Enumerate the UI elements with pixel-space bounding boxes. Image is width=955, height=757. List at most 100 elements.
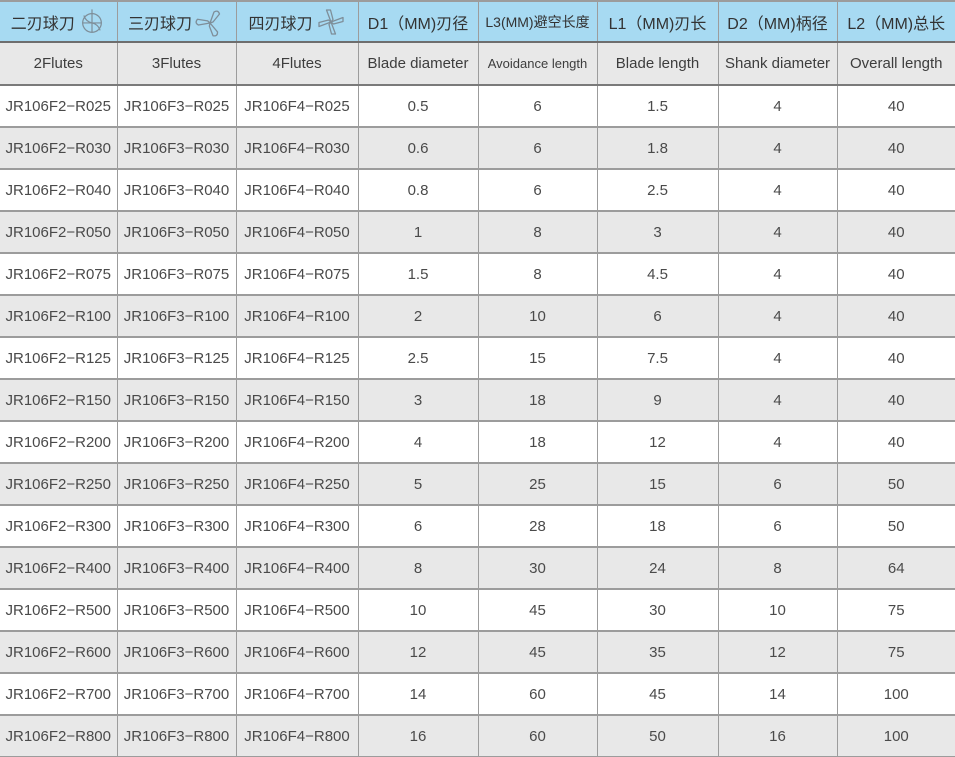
model-number-cell: JR106F4−R700 <box>235 672 359 716</box>
spec-value-cell: 25 <box>477 462 598 506</box>
spec-value-cell: 1.5 <box>596 84 719 128</box>
spec-value-cell: 0.5 <box>357 84 479 128</box>
spec-value-cell: 12 <box>357 630 479 674</box>
spec-value-cell: 2.5 <box>357 336 479 380</box>
spec-value-cell: 1.5 <box>357 252 479 296</box>
table-row: JR106F2−R600 JR106F3−R600 JR106F4−R600 12 45… <box>0 630 955 674</box>
col-header-2flutes-zh: 二刃球刀 <box>0 0 118 43</box>
spec-value-cell: 15 <box>477 336 598 380</box>
spec-value-cell: 40 <box>836 210 955 254</box>
model-number-cell: JR106F3−R125 <box>116 336 237 380</box>
spec-value-cell: 6 <box>596 294 719 338</box>
model-number-cell: JR106F4−R100 <box>235 294 359 338</box>
model-number-cell: JR106F2−R100 <box>0 294 118 338</box>
spec-value-cell: 8 <box>477 210 598 254</box>
model-number-cell: JR106F3−R500 <box>116 588 237 632</box>
model-number-cell: JR106F2−R125 <box>0 336 118 380</box>
model-number-cell: JR106F4−R250 <box>235 462 359 506</box>
col-header-avoidance-length-en: Avoidance length <box>477 41 598 86</box>
model-number-cell: JR106F4−R050 <box>235 210 359 254</box>
header-row-en: 2Flutes 3Flutes 4Flutes Blade diameter A… <box>0 41 955 86</box>
model-number-cell: JR106F2−R200 <box>0 420 118 464</box>
model-number-cell: JR106F3−R050 <box>116 210 237 254</box>
spec-value-cell: 100 <box>836 672 955 716</box>
three-flute-icon <box>195 9 221 37</box>
col-header-l1-zh: L1（MM)刃长 <box>596 0 719 43</box>
table-row: JR106F2−R250 JR106F3−R250 JR106F4−R250 5 25 1… <box>0 462 955 506</box>
spec-value-cell: 14 <box>357 672 479 716</box>
spec-value-cell: 18 <box>477 378 598 422</box>
spec-value-cell: 4.5 <box>596 252 719 296</box>
table-row: JR106F2−R030 JR106F3−R030 JR106F4−R030 0.6 6… <box>0 126 955 170</box>
spec-value-cell: 10 <box>717 588 838 632</box>
model-number-cell: JR106F4−R800 <box>235 714 359 757</box>
spec-value-cell: 8 <box>357 546 479 590</box>
spec-value-cell: 18 <box>596 504 719 548</box>
model-number-cell: JR106F4−R400 <box>235 546 359 590</box>
model-number-cell: JR106F3−R030 <box>116 126 237 170</box>
model-number-cell: JR106F3−R400 <box>116 546 237 590</box>
col-header-label: 三刃球刀 <box>127 15 192 33</box>
model-number-cell: JR106F4−R125 <box>235 336 359 380</box>
model-number-cell: JR106F4−R040 <box>235 168 359 212</box>
spec-value-cell: 4 <box>717 336 838 380</box>
spec-value-cell: 3 <box>596 210 719 254</box>
model-number-cell: JR106F4−R150 <box>235 378 359 422</box>
col-header-l3-zh: L3(MM)避空长度 <box>477 0 598 43</box>
model-number-cell: JR106F2−R700 <box>0 672 118 716</box>
model-number-cell: JR106F4−R075 <box>235 252 359 296</box>
spec-value-cell: 64 <box>836 546 955 590</box>
table-row: JR106F2−R040 JR106F3−R040 JR106F4−R040 0.8 6… <box>0 168 955 212</box>
model-number-cell: JR106F3−R800 <box>116 714 237 757</box>
spec-value-cell: 0.8 <box>357 168 479 212</box>
spec-value-cell: 4 <box>357 420 479 464</box>
spec-value-cell: 1.8 <box>596 126 719 170</box>
model-number-cell: JR106F2−R050 <box>0 210 118 254</box>
model-number-cell: JR106F3−R200 <box>116 420 237 464</box>
model-number-cell: JR106F4−R200 <box>235 420 359 464</box>
spec-value-cell: 8 <box>477 252 598 296</box>
spec-value-cell: 28 <box>477 504 598 548</box>
spec-value-cell: 2.5 <box>596 168 719 212</box>
spec-value-cell: 10 <box>477 294 598 338</box>
spec-value-cell: 75 <box>836 588 955 632</box>
model-number-cell: JR106F2−R040 <box>0 168 118 212</box>
spec-value-cell: 40 <box>836 252 955 296</box>
model-number-cell: JR106F4−R030 <box>235 126 359 170</box>
col-header-3flutes-zh: 三刃球刀 <box>116 0 237 43</box>
table-row: JR106F2−R200 JR106F3−R200 JR106F4−R200 4 18 1… <box>0 420 955 464</box>
spec-value-cell: 4 <box>717 168 838 212</box>
spec-value-cell: 6 <box>477 168 598 212</box>
spec-value-cell: 45 <box>477 588 598 632</box>
spec-value-cell: 4 <box>717 210 838 254</box>
spec-value-cell: 40 <box>836 378 955 422</box>
model-number-cell: JR106F3−R600 <box>116 630 237 674</box>
table-row: JR106F2−R150 JR106F3−R150 JR106F4−R150 3 18 9… <box>0 378 955 422</box>
model-number-cell: JR106F2−R030 <box>0 126 118 170</box>
spec-value-cell: 40 <box>836 126 955 170</box>
model-number-cell: JR106F2−R800 <box>0 714 118 757</box>
spec-value-cell: 50 <box>836 504 955 548</box>
model-number-cell: JR106F3−R700 <box>116 672 237 716</box>
table-row: JR106F2−R125 JR106F3−R125 JR106F4−R125 2.5 1… <box>0 336 955 380</box>
spec-value-cell: 6 <box>717 462 838 506</box>
spec-value-cell: 75 <box>836 630 955 674</box>
spec-value-cell: 7.5 <box>596 336 719 380</box>
spec-value-cell: 12 <box>717 630 838 674</box>
model-number-cell: JR106F3−R025 <box>116 84 237 128</box>
spec-value-cell: 4 <box>717 84 838 128</box>
col-header-4flutes-zh: 四刃球刀 <box>235 0 359 43</box>
col-header-label: 二刃球刀 <box>10 15 75 33</box>
spec-value-cell: 4 <box>717 378 838 422</box>
spec-value-cell: 2 <box>357 294 479 338</box>
spec-value-cell: 4 <box>717 126 838 170</box>
spec-value-cell: 35 <box>596 630 719 674</box>
col-header-d1-zh: D1（MM)刃径 <box>357 0 479 43</box>
header-row-zh: 二刃球刀 三刃球刀 <box>0 0 955 43</box>
spec-value-cell: 40 <box>836 336 955 380</box>
spec-value-cell: 6 <box>477 84 598 128</box>
model-number-cell: JR106F2−R500 <box>0 588 118 632</box>
spec-value-cell: 45 <box>477 630 598 674</box>
col-header-label: 四刃球刀 <box>248 15 313 33</box>
